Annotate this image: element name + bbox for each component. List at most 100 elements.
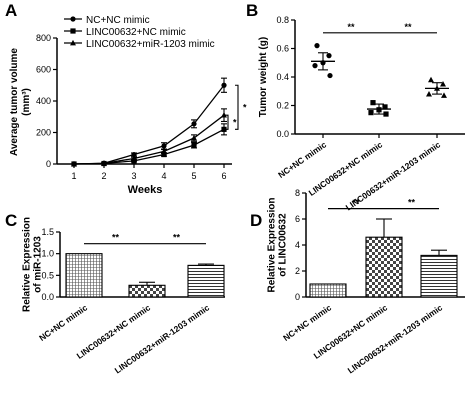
- data-point: [221, 82, 227, 88]
- x-axis-title: Weeks: [128, 184, 163, 196]
- legend-label: NC+NC mimic: [86, 15, 150, 26]
- y-tick-label: 400: [36, 96, 51, 106]
- x-tick-label: 2: [101, 171, 106, 181]
- significance-label: *: [233, 117, 237, 127]
- scatter-group: [311, 43, 335, 79]
- panel-letter: B: [246, 1, 258, 20]
- y-tick-label: 8: [295, 188, 300, 198]
- y-axis-title: Relative Expressionof LINC00632: [267, 197, 289, 292]
- series-triangle: [71, 108, 227, 167]
- y-tick-label: 6: [295, 214, 300, 224]
- panel-d-bar-chart: D 0 2 4 6 8 Relative Expressionof LINC00632 ** *…: [250, 188, 465, 376]
- data-point: [221, 126, 227, 132]
- significance-label: **: [347, 22, 355, 32]
- panel-letter: C: [5, 211, 17, 230]
- series-line: [73, 84, 225, 165]
- bar: [128, 284, 166, 298]
- y-axis-title-line: Relative Expression: [22, 217, 33, 312]
- scatter-point: [428, 76, 434, 83]
- scatter-point: [426, 90, 432, 97]
- panel-letter: A: [5, 1, 17, 20]
- y-axis-unit: (mm³): [21, 88, 32, 116]
- data-point: [191, 121, 197, 127]
- y-axis-title-line: Relative Expression: [267, 197, 278, 292]
- significance-label: **: [404, 22, 412, 32]
- y-tick-label: 0.0: [276, 129, 289, 139]
- y-axis-title: Tumor weight (g): [258, 37, 269, 117]
- y-axis-title-line: Average tumor volume: [9, 48, 20, 156]
- x-tick-label: 6: [221, 171, 226, 181]
- panel-letter: D: [250, 211, 262, 230]
- bar: [187, 264, 225, 298]
- x-category-label: NC+NC mimic: [276, 139, 328, 180]
- y-axis-title: Average tumor volume(mm³): [9, 48, 32, 156]
- y-tick-label: 0.0: [41, 292, 54, 302]
- y-tick-label: 0.5: [41, 270, 54, 280]
- scatter-point: [327, 72, 333, 79]
- data-point: [71, 160, 77, 167]
- x-tick-label: 4: [161, 171, 166, 181]
- y-tick-label: 200: [36, 128, 51, 138]
- y-tick-label: 1.0: [41, 249, 54, 259]
- data-point: [161, 151, 167, 158]
- legend-marker: [70, 28, 76, 34]
- scatter-group: [425, 76, 449, 98]
- series-circle: [71, 77, 227, 167]
- y-tick-label: 0.2: [276, 101, 289, 111]
- y-axis-title-line: of LINC00632: [278, 213, 289, 277]
- significance-bracket: [225, 114, 229, 130]
- scatter-point: [314, 43, 320, 49]
- scatter-point: [312, 63, 318, 69]
- data-point: [161, 143, 167, 149]
- x-tick-label: 1: [71, 171, 76, 181]
- x-tick-label: 3: [131, 171, 136, 181]
- significance-label: **: [173, 233, 181, 243]
- data-point: [131, 155, 137, 161]
- significance-label: **: [352, 198, 360, 208]
- y-tick-label: 1.5: [41, 227, 54, 237]
- bar: [420, 254, 458, 298]
- data-point: [131, 151, 137, 158]
- legend-marker: [70, 16, 76, 22]
- x-category-label: LINC00632+miR-1203 mimic: [113, 302, 212, 375]
- y-tick-label: 0.8: [276, 15, 289, 25]
- x-tick-label: 5: [191, 171, 196, 181]
- series-line: [73, 114, 225, 165]
- scatter-point: [382, 104, 388, 110]
- scatter-point: [370, 100, 376, 106]
- data-point: [191, 142, 197, 148]
- legend-label: LINC00632+miR-1203 mimic: [86, 39, 215, 50]
- y-tick-label: 0: [295, 292, 300, 302]
- y-tick-label: 600: [36, 65, 51, 75]
- x-category-label: LINC00632+miR-1203 mimic: [346, 302, 445, 375]
- y-tick-label: 0: [46, 159, 51, 169]
- y-axis-title: Relative Expressionof miR-1203: [22, 217, 44, 312]
- significance-label: **: [408, 198, 416, 208]
- panel-b-scatter-chart: B 0.0 0.2 0.4 0.6 0.8 Tumor weight (g) ** ** NC+N…: [246, 1, 465, 213]
- data-point: [131, 158, 137, 164]
- legend-marker: [70, 39, 76, 46]
- bar: [65, 253, 103, 298]
- x-category-label: NC+NC mimic: [281, 302, 333, 343]
- scatter-point: [368, 110, 374, 116]
- significance-bracket: [235, 84, 239, 130]
- x-category-label: NC+NC mimic: [37, 302, 89, 343]
- significance-label: **: [112, 233, 120, 243]
- bar: [365, 236, 403, 298]
- legend-label: LINC00632+NC mimic: [86, 27, 186, 38]
- data-point: [161, 148, 167, 154]
- panel-a-line-chart: A 0 200 400 600 800 1 2 3 4 5 6 Weeks Average tumor v…: [5, 1, 247, 196]
- scatter-point: [440, 81, 446, 87]
- y-axis-title-line: of miR-1203: [33, 236, 44, 293]
- scatter-group: [367, 100, 391, 117]
- scatter-point: [441, 92, 447, 98]
- y-tick-label: 0.4: [276, 72, 289, 82]
- bar: [309, 283, 347, 298]
- data-point: [101, 160, 107, 166]
- series-line: [73, 128, 225, 165]
- scatter-point: [383, 111, 389, 117]
- significance-label: *: [243, 102, 247, 112]
- data-point: [191, 134, 197, 141]
